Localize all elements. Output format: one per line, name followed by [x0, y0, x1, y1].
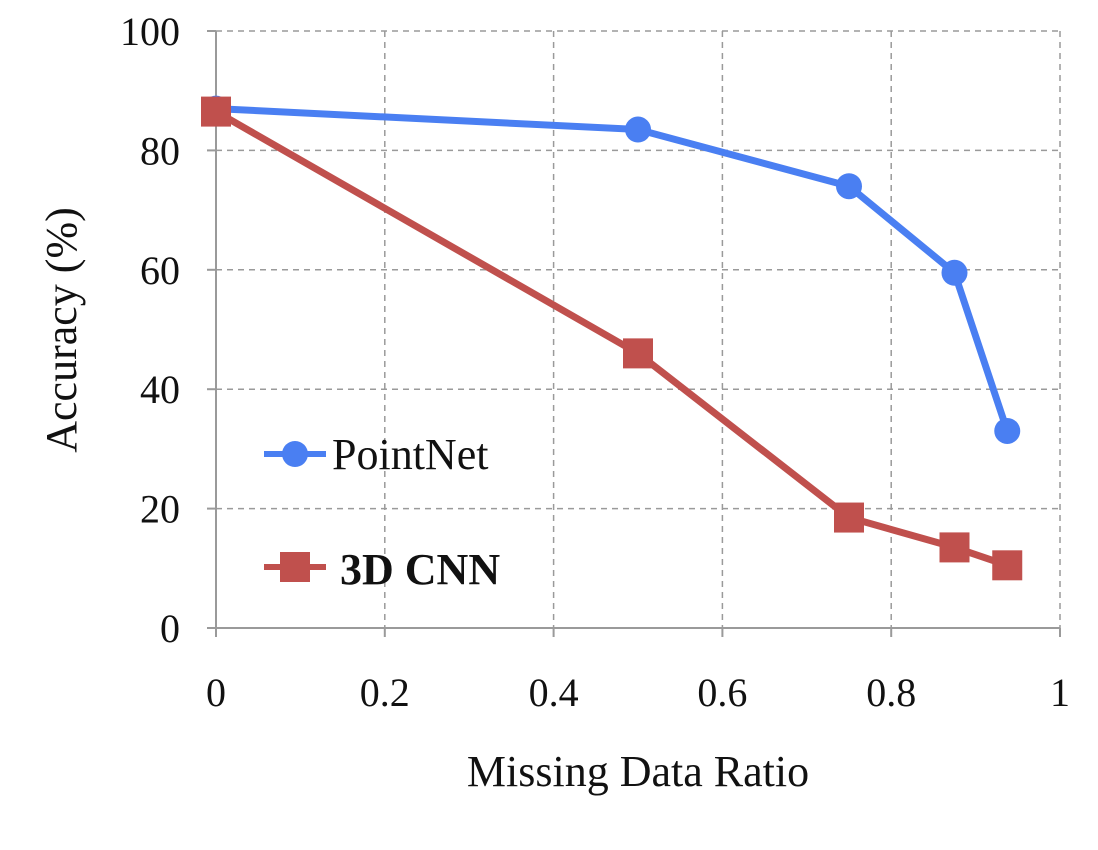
series-3dcnn	[201, 96, 1023, 581]
data-point-3dcnn	[939, 532, 970, 563]
legend-marker-3dcnn	[280, 552, 310, 582]
x-tick-label: 0.4	[529, 670, 579, 715]
x-tick-label: 0	[206, 670, 226, 715]
legend: PointNet 3D CNN	[264, 430, 500, 594]
x-tick-label: 0.6	[697, 670, 747, 715]
legend-label-3dcnn: 3D CNN	[340, 545, 500, 594]
x-axis-title: Missing Data Ratio	[467, 747, 809, 796]
series	[201, 95, 1023, 581]
data-point-pointnet	[941, 259, 968, 286]
y-tick-label: 60	[140, 248, 180, 293]
data-point-pointnet	[994, 417, 1021, 444]
axes	[207, 30, 1061, 637]
x-tick-labels: 0 0.2 0.4 0.6 0.8 1	[206, 670, 1070, 715]
x-tick-label: 0.8	[866, 670, 916, 715]
data-point-pointnet	[836, 173, 862, 200]
y-tick-label: 40	[140, 367, 180, 412]
legend-item-3dcnn: 3D CNN	[264, 545, 500, 594]
legend-item-pointnet: PointNet	[264, 430, 488, 479]
y-tick-label: 0	[160, 606, 180, 651]
data-point-3dcnn	[992, 550, 1023, 581]
legend-label-pointnet: PointNet	[332, 430, 488, 479]
data-point-3dcnn	[623, 338, 653, 369]
series-line-3dcnn	[214, 108, 1009, 569]
x-tick-label: 1	[1050, 670, 1070, 715]
x-tick-label: 0.2	[360, 670, 410, 715]
y-tick-label: 20	[140, 487, 180, 532]
y-tick-labels: 0 20 40 60 80 100	[120, 9, 180, 651]
y-tick-label: 80	[140, 128, 180, 173]
data-point-3dcnn	[834, 502, 864, 533]
data-point-3dcnn	[201, 96, 231, 127]
y-tick-label: 100	[120, 9, 180, 54]
y-axis-title: Accuracy (%)	[37, 207, 86, 453]
data-point-pointnet	[625, 116, 651, 143]
series-pointnet	[203, 95, 1021, 444]
legend-marker-pointnet	[282, 441, 308, 467]
